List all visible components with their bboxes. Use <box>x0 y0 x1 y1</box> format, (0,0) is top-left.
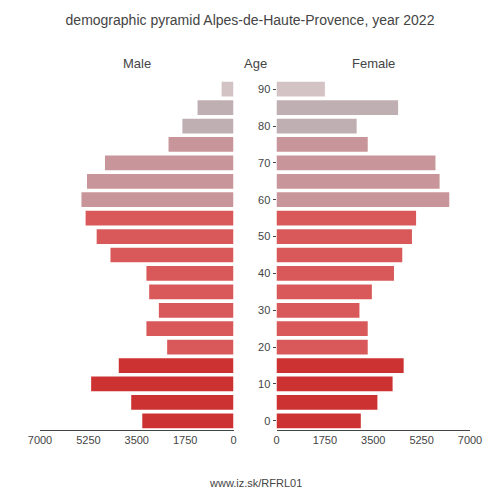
svg-text:0: 0 <box>273 434 279 446</box>
svg-text:Age: Age <box>244 56 267 71</box>
svg-text:Male: Male <box>123 56 151 71</box>
svg-text:0: 0 <box>230 434 236 446</box>
svg-text:90: 90 <box>258 83 270 95</box>
svg-text:3500: 3500 <box>361 434 385 446</box>
svg-text:7000: 7000 <box>28 434 52 446</box>
svg-text:5250: 5250 <box>409 434 433 446</box>
svg-text:0: 0 <box>264 415 270 427</box>
svg-text:40: 40 <box>258 267 270 279</box>
svg-text:7000: 7000 <box>458 434 482 446</box>
svg-text:1750: 1750 <box>313 434 337 446</box>
svg-text:5250: 5250 <box>76 434 100 446</box>
svg-text:1750: 1750 <box>173 434 197 446</box>
svg-text:30: 30 <box>258 304 270 316</box>
svg-text:50: 50 <box>258 230 270 242</box>
svg-text:10: 10 <box>258 378 270 390</box>
svg-text:www.iz.sk/RFRL01: www.iz.sk/RFRL01 <box>209 477 302 489</box>
svg-text:3500: 3500 <box>125 434 149 446</box>
svg-text:demographic pyramid Alpes-de-H: demographic pyramid Alpes-de-Haute-Prove… <box>66 12 435 28</box>
svg-text:80: 80 <box>258 120 270 132</box>
svg-text:20: 20 <box>258 341 270 353</box>
svg-text:60: 60 <box>258 194 270 206</box>
svg-text:70: 70 <box>258 157 270 169</box>
svg-text:Female: Female <box>352 56 395 71</box>
